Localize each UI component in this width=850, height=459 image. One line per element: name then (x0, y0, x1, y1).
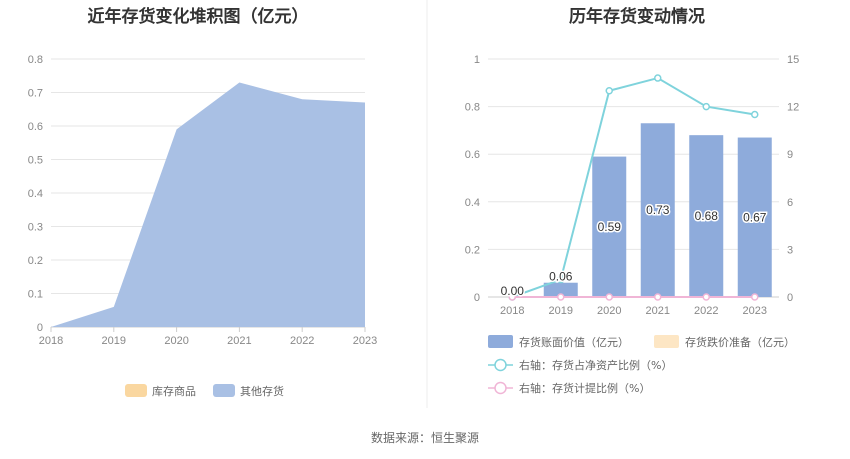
bar-value-label: 0.59 (598, 220, 622, 234)
legend-marker (494, 381, 507, 395)
x-tick-label: 2022 (290, 335, 314, 347)
right-chart-title: 历年存货变动情况 (569, 6, 705, 27)
legend-swatch (125, 384, 147, 397)
bar-2021 (640, 123, 675, 297)
line-point (605, 293, 613, 301)
left-legend: 库存商品 其他存货 (125, 384, 284, 398)
x-tick-label: 2020 (597, 305, 621, 317)
y2-tick-label: 12 (787, 102, 799, 114)
line-point (508, 293, 516, 301)
right-bar-labels: 0.00 0.06 0.59 0.73 0.68 0.67 (499, 202, 768, 300)
left-area-series (51, 82, 365, 327)
right-lines (508, 74, 759, 301)
line-point (751, 110, 759, 119)
x-tick-label: 2021 (646, 305, 670, 317)
y-tick-label: 0.2 (28, 255, 43, 267)
right-legend: 存货账面价值（亿元） 存货跌价准备（亿元） 右轴：存货占净资产比例（%） 右轴：存货计… (488, 335, 795, 395)
bar-value-label: 0.73 (646, 203, 670, 217)
legend-label: 其他存货 (240, 384, 284, 398)
legend-label: 存货账面价值（亿元） (519, 335, 629, 349)
bar-value-label: 0.00 (501, 284, 525, 298)
y-tick-label: 0.4 (465, 197, 480, 209)
legend-swatch (213, 384, 235, 397)
bar-2022 (689, 135, 724, 297)
line-series-0 (511, 76, 755, 298)
x-tick-label: 2023 (743, 305, 767, 317)
y-tick-label: 0.6 (28, 121, 43, 133)
bar-2020 (592, 156, 627, 297)
right-x-axis: 2018 2019 2020 2021 2022 2023 (500, 305, 767, 317)
y-tick-label: 0.6 (465, 149, 480, 161)
bar-2023 (737, 137, 772, 297)
line-point (557, 275, 565, 284)
legend-label: 右轴：存货计提比例（%） (519, 381, 650, 395)
left-chart-title: 近年存货变化堆积图（亿元） (88, 6, 309, 27)
right-gridlines (488, 58, 779, 298)
bar-value-label: 0.67 (743, 210, 767, 224)
legend-swatch (488, 335, 513, 348)
right-right-y-axis: 0 3 6 9 12 15 (787, 54, 799, 304)
y-tick-label: 0.5 (28, 155, 43, 167)
y-tick-label: 0.1 (28, 289, 43, 301)
y-tick-label: 0 (474, 292, 480, 304)
legend-label: 存货跌价准备（亿元） (685, 335, 795, 349)
data-source-text: 数据来源：恒生聚源 (371, 430, 479, 445)
y2-tick-label: 15 (787, 54, 799, 66)
legend-marker (494, 358, 507, 372)
line-point (702, 102, 710, 111)
y-tick-label: 1 (474, 54, 480, 66)
y-tick-label: 0.2 (465, 244, 480, 256)
y-tick-label: 0.3 (28, 222, 43, 234)
line-point (702, 293, 710, 301)
x-tick-label: 2019 (102, 335, 126, 347)
line-point (654, 293, 662, 301)
y-tick-label: 0.8 (465, 102, 480, 114)
right-bars (543, 123, 772, 297)
y2-tick-label: 0 (787, 292, 793, 304)
y2-tick-label: 9 (787, 149, 793, 161)
y-tick-label: 0.8 (28, 54, 43, 66)
bar-value-label: 0.68 (695, 209, 719, 223)
line-point (557, 293, 565, 301)
y2-tick-label: 6 (787, 197, 793, 209)
right-left-y-axis: 0 0.2 0.4 0.6 0.8 1 (465, 54, 480, 304)
x-tick-label: 2022 (694, 305, 718, 317)
stacked-area-chart: 近年存货变化堆积图（亿元） 00.10.20.30.40.50.60.70.8 … (28, 6, 378, 398)
y-tick-label: 0.7 (28, 88, 43, 100)
bar-2019 (543, 282, 578, 297)
x-tick-label: 2018 (500, 305, 524, 317)
area-series-1 (51, 82, 365, 327)
x-tick-label: 2018 (39, 335, 63, 347)
x-tick-label: 2019 (549, 305, 573, 317)
x-tick-label: 2020 (164, 335, 188, 347)
x-tick-label: 2023 (353, 335, 377, 347)
bar-value-label: 0.06 (549, 270, 573, 284)
legend-label: 库存商品 (152, 384, 196, 398)
legend-label: 右轴：存货占净资产比例（%） (519, 358, 672, 372)
y-tick-label: 0.4 (28, 188, 43, 200)
y-tick-label: 0 (37, 322, 43, 334)
legend-swatch (654, 335, 679, 348)
line-point (751, 293, 759, 301)
left-y-axis: 0 0.1 0.2 0.3 0.4 0.5 0.6 0.7 0.8 (28, 54, 43, 334)
line-point (605, 86, 613, 95)
line-point (654, 74, 662, 82)
y2-tick-label: 3 (787, 244, 793, 256)
left-x-axis: 2018 2019 2020 2021 2022 2023 (39, 327, 377, 347)
x-tick-label: 2021 (227, 335, 251, 347)
